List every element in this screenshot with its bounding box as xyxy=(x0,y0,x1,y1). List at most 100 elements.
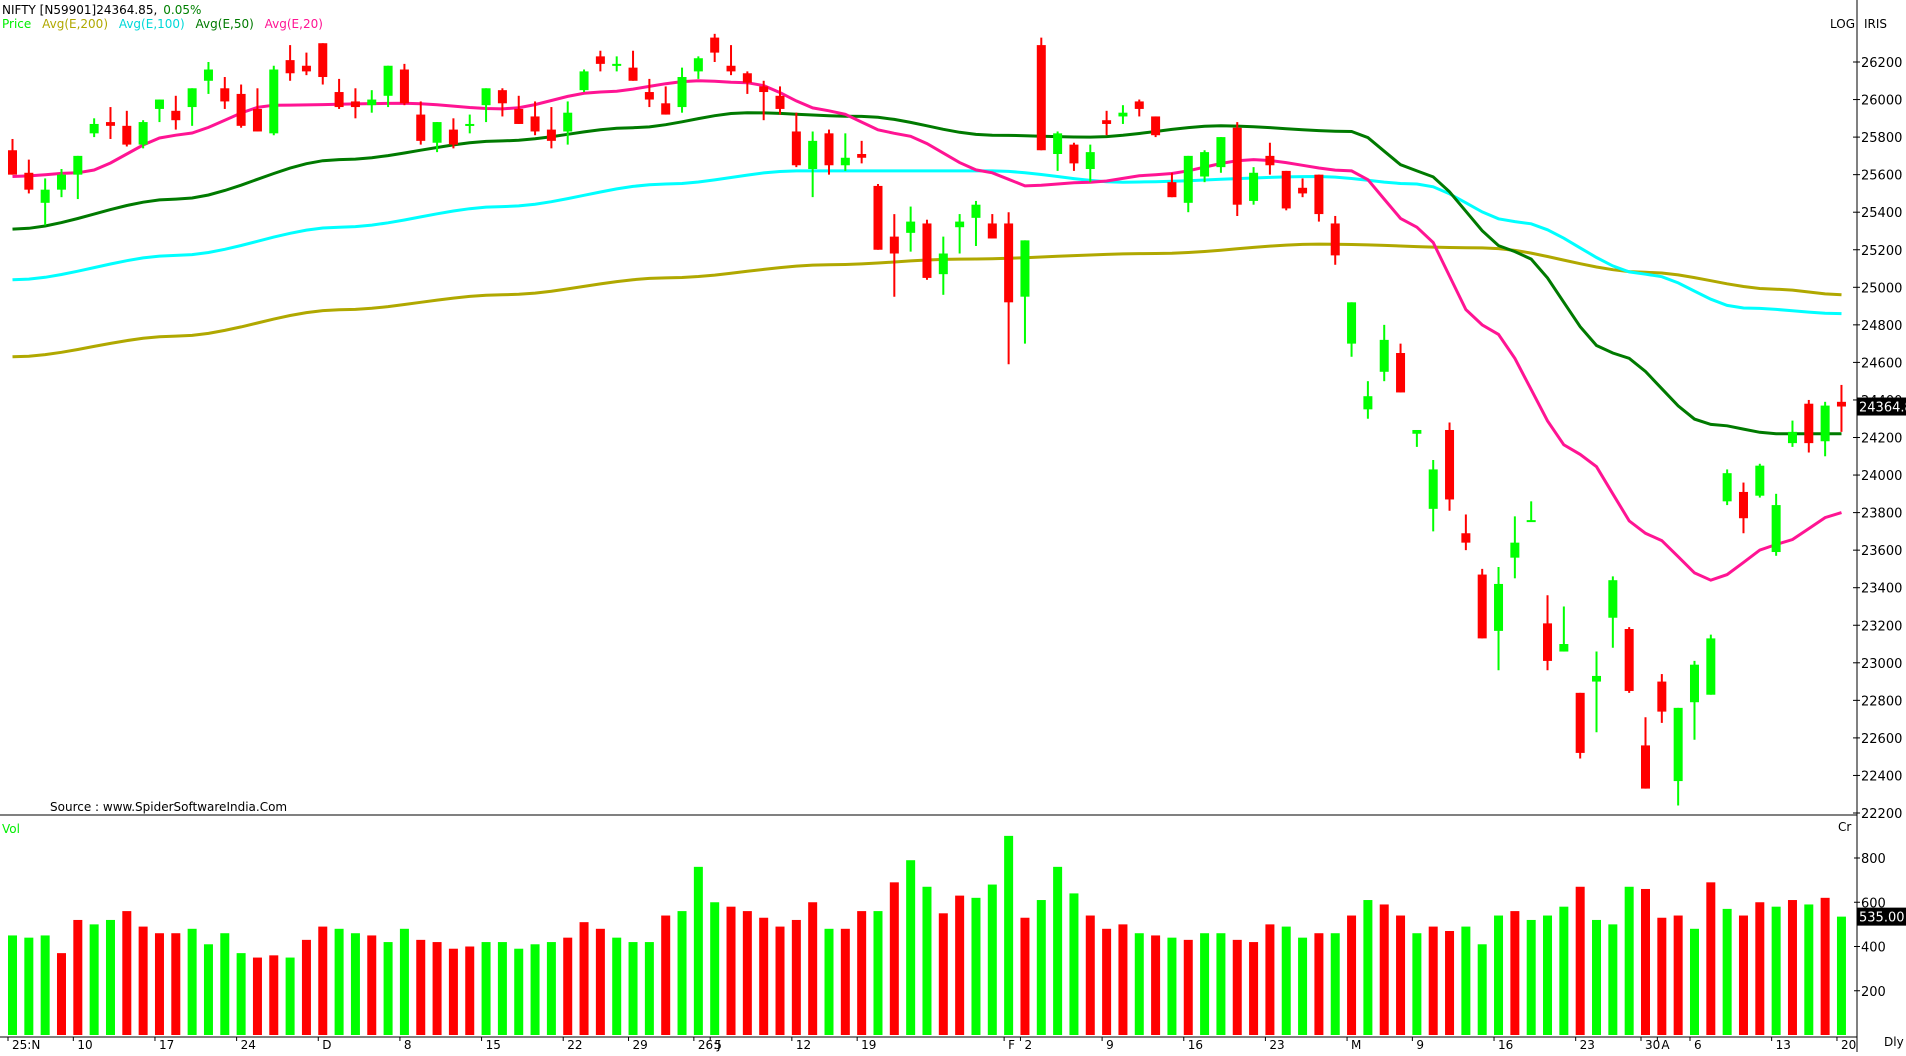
volume-bar[interactable] xyxy=(1689,928,1699,1035)
volume-bar[interactable] xyxy=(285,957,295,1035)
candle[interactable] xyxy=(661,86,671,115)
candle[interactable] xyxy=(710,33,720,62)
volume-bar[interactable] xyxy=(1151,935,1161,1035)
volume-bar[interactable] xyxy=(1396,915,1406,1035)
volume-bar[interactable] xyxy=(628,942,638,1035)
candle[interactable] xyxy=(1216,137,1226,173)
iris-label[interactable]: IRIS xyxy=(1864,17,1888,31)
volume-bar[interactable] xyxy=(1298,937,1308,1035)
volume-bar[interactable] xyxy=(514,948,524,1035)
candle[interactable] xyxy=(318,43,328,85)
volume-bar[interactable] xyxy=(56,953,66,1035)
candle[interactable] xyxy=(497,88,507,117)
candle[interactable] xyxy=(873,184,883,250)
candle[interactable] xyxy=(1738,482,1748,534)
candle[interactable] xyxy=(399,63,409,106)
price-axis[interactable]: 26200 26000 25800 25600 25400 25200 25000 24800… xyxy=(1853,56,1902,822)
candle[interactable] xyxy=(971,200,981,246)
volume-bar[interactable] xyxy=(1200,933,1210,1035)
candle[interactable] xyxy=(236,84,246,128)
candle[interactable] xyxy=(73,155,83,200)
candle[interactable] xyxy=(138,120,148,149)
volume-bar[interactable] xyxy=(1787,900,1797,1035)
candle[interactable] xyxy=(1020,240,1030,344)
candle[interactable] xyxy=(1265,142,1275,175)
volume-bar[interactable] xyxy=(1183,939,1193,1035)
volume-bar[interactable] xyxy=(334,928,344,1035)
candle[interactable] xyxy=(514,95,524,124)
volume-bar[interactable] xyxy=(40,935,50,1035)
candle[interactable] xyxy=(840,133,850,171)
candle[interactable] xyxy=(628,50,638,81)
candle[interactable] xyxy=(1575,692,1585,759)
volume-bar[interactable] xyxy=(203,944,213,1035)
volume-bar[interactable] xyxy=(546,942,556,1035)
candle[interactable] xyxy=(203,62,213,94)
volume-bar[interactable] xyxy=(1494,915,1504,1035)
volume-bar[interactable] xyxy=(269,955,279,1035)
candle[interactable] xyxy=(1232,122,1242,216)
candle[interactable] xyxy=(612,56,622,72)
volume-bar[interactable] xyxy=(1379,904,1389,1035)
candle[interactable] xyxy=(824,129,834,175)
candle[interactable] xyxy=(220,77,230,109)
candle[interactable] xyxy=(481,88,491,123)
volume-bar[interactable] xyxy=(1510,911,1520,1035)
candle[interactable] xyxy=(938,236,948,295)
volume-bar[interactable] xyxy=(710,902,720,1035)
volume-bar[interactable] xyxy=(105,919,115,1035)
volume-bar[interactable] xyxy=(1330,933,1340,1035)
candle[interactable] xyxy=(1151,116,1161,138)
volume-bar[interactable] xyxy=(1575,886,1585,1035)
volume-bar[interactable] xyxy=(1771,906,1781,1035)
candle[interactable] xyxy=(1526,501,1536,523)
volume-bar[interactable] xyxy=(1543,915,1553,1035)
volume-bar[interactable] xyxy=(824,928,834,1035)
volume-bar[interactable] xyxy=(432,942,442,1035)
candle[interactable] xyxy=(922,219,932,280)
candle[interactable] xyxy=(546,107,556,149)
candle[interactable] xyxy=(857,140,867,164)
candle[interactable] xyxy=(285,45,295,81)
candle[interactable] xyxy=(1722,469,1732,506)
candle[interactable] xyxy=(1657,674,1667,723)
candle[interactable] xyxy=(269,65,279,136)
candle[interactable] xyxy=(1608,576,1618,648)
volume-bar[interactable] xyxy=(138,926,148,1035)
volume-bar[interactable] xyxy=(1755,902,1765,1035)
volume-bar[interactable] xyxy=(791,919,801,1035)
volume-bar[interactable] xyxy=(1085,915,1095,1035)
volume-bar[interactable] xyxy=(644,942,654,1035)
candle[interactable] xyxy=(1624,627,1634,693)
volume-bar[interactable] xyxy=(1820,897,1830,1035)
volume-bar[interactable] xyxy=(1461,926,1471,1035)
volume-bar[interactable] xyxy=(938,913,948,1035)
candle[interactable] xyxy=(187,88,197,126)
volume-bar[interactable] xyxy=(481,942,491,1035)
candle[interactable] xyxy=(1641,717,1650,789)
candle[interactable] xyxy=(644,78,654,108)
volume-bar[interactable] xyxy=(1347,915,1357,1035)
candle[interactable] xyxy=(1167,172,1177,198)
volume-bar[interactable] xyxy=(8,935,17,1035)
candle[interactable] xyxy=(252,88,262,132)
candle[interactable] xyxy=(726,45,736,76)
candle[interactable] xyxy=(171,95,181,130)
volume-bar[interactable] xyxy=(1232,939,1242,1035)
volume-bar[interactable] xyxy=(955,895,965,1035)
candle[interactable] xyxy=(1314,174,1324,222)
candle[interactable] xyxy=(1445,422,1455,511)
volume-bar[interactable] xyxy=(1281,926,1291,1035)
volume-bar[interactable] xyxy=(1036,900,1046,1035)
candle[interactable] xyxy=(1804,399,1814,453)
candle[interactable] xyxy=(791,112,801,168)
volume-bar[interactable] xyxy=(530,944,540,1035)
volume-bar[interactable] xyxy=(661,915,671,1035)
candle[interactable] xyxy=(1689,660,1699,740)
volume-bar[interactable] xyxy=(677,911,687,1035)
volume-bar[interactable] xyxy=(318,926,328,1035)
candle[interactable] xyxy=(56,169,66,198)
candle[interactable] xyxy=(1085,144,1095,183)
candle[interactable] xyxy=(1379,324,1389,382)
